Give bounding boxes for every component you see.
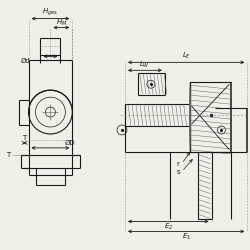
Text: $L_E$: $L_E$ [182,51,191,62]
Text: T: T [22,135,27,141]
Text: T: T [6,152,11,158]
Text: Ød: Ød [20,57,30,63]
Text: s: s [177,169,180,175]
Text: ØD: ØD [65,140,76,146]
Text: $H_M$: $H_M$ [56,18,67,28]
Text: $L_W$: $L_W$ [140,60,150,70]
Text: $E_1$: $E_1$ [182,232,191,242]
Text: $E_2$: $E_2$ [164,221,173,232]
Text: $H_{ges.}$: $H_{ges.}$ [42,7,59,18]
Text: r: r [177,161,180,167]
